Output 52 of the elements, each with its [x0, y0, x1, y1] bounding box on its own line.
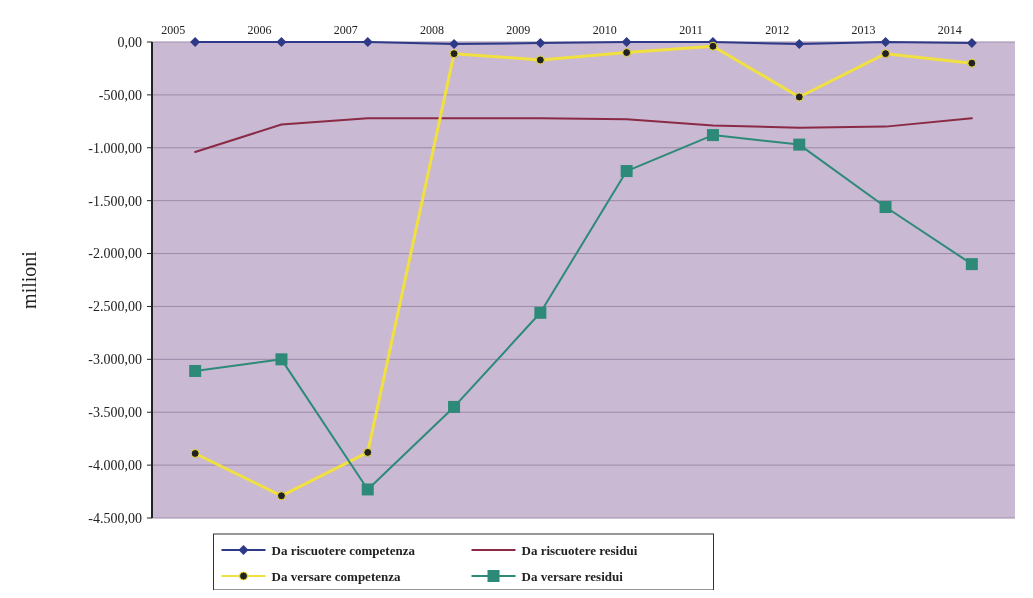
point	[448, 400, 461, 413]
point	[535, 38, 546, 49]
point	[622, 48, 632, 58]
point	[967, 58, 977, 68]
y-tick-label: -4.000,00	[88, 458, 142, 474]
x-tick-label: 2013	[851, 23, 876, 37]
point	[620, 165, 633, 178]
x-tick-label: 2012	[765, 23, 790, 37]
point	[189, 364, 202, 377]
x-tick-label: 2010	[592, 23, 617, 37]
y-tick-label: -1.000,00	[88, 140, 142, 156]
point	[362, 37, 373, 47]
y-tick-label: -1.500,00	[88, 193, 142, 209]
point	[881, 49, 891, 59]
point	[794, 92, 804, 102]
point	[534, 306, 547, 319]
point	[880, 37, 891, 47]
x-tick-label: 2006	[247, 23, 272, 37]
y-axis-title: milioni	[18, 250, 40, 309]
y-tick-label: -500,00	[98, 87, 142, 103]
line-series	[194, 117, 973, 154]
point	[276, 491, 286, 501]
x-tick-label: 2011	[679, 23, 703, 37]
point	[276, 37, 287, 47]
point	[708, 41, 718, 51]
x-tick-label: 2014	[937, 23, 962, 37]
point	[275, 353, 288, 366]
y-tick-label: -2.000,00	[88, 246, 142, 262]
legend-label: Da versare competenza	[271, 568, 401, 584]
point	[793, 138, 806, 151]
point	[706, 129, 719, 142]
point	[363, 447, 373, 457]
y-tick-label: -2.500,00	[88, 299, 142, 315]
x-tick-label: 2009	[506, 23, 531, 37]
y-tick-label: 0,00	[117, 34, 142, 50]
point	[794, 39, 805, 50]
legend-label: Da versare residui	[521, 568, 624, 584]
x-tick-label: 2007	[333, 23, 358, 37]
point	[879, 201, 892, 214]
point	[965, 258, 978, 271]
y-tick-label: -4.500,00	[88, 510, 142, 526]
point	[361, 483, 374, 496]
point	[449, 49, 459, 59]
y-tick-label: -3.500,00	[88, 405, 142, 421]
point	[190, 448, 200, 458]
legend-label: Da riscuotere residui	[521, 542, 638, 558]
x-tick-label: 2005	[161, 23, 186, 37]
x-tick-label: 2008	[420, 23, 445, 37]
legend-label: Da riscuotere competenza	[271, 542, 416, 558]
point	[535, 55, 545, 65]
y-tick-label: -3.000,00	[88, 352, 142, 368]
point	[621, 37, 632, 47]
